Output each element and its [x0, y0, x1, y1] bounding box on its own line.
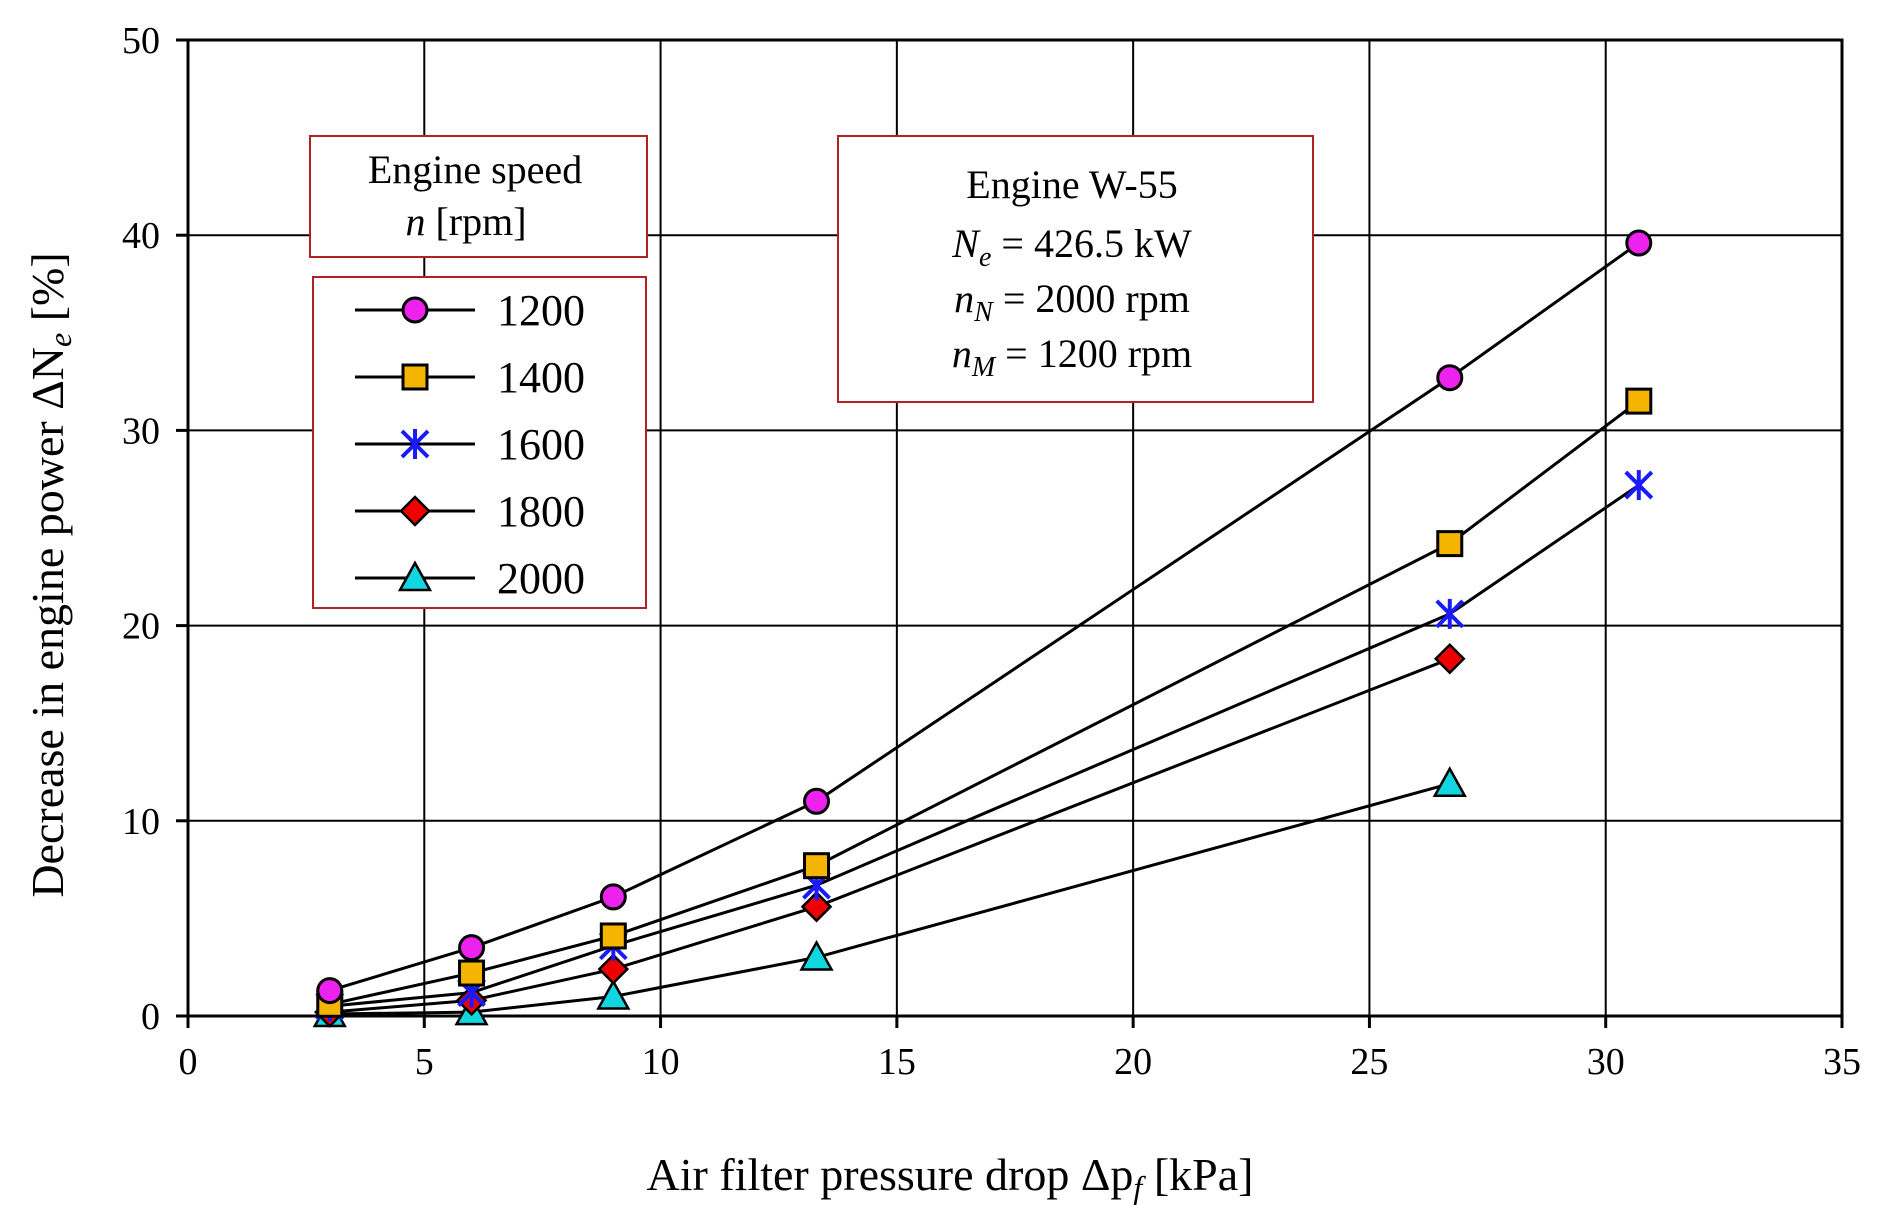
legend-marker-1200 [401, 296, 429, 324]
y-tick-label: 10 [122, 801, 160, 843]
data-point-1200 [1625, 229, 1653, 257]
legend-label: 2000 [497, 554, 585, 603]
legend-items: 1200 1400 1600 1800 2000 [355, 286, 585, 603]
plot-series [312, 229, 1654, 1028]
legend-marker-2000 [397, 560, 433, 592]
data-point-2000 [596, 978, 631, 1010]
engine-info-line2: Ne = 426.5 kW [951, 221, 1192, 273]
x-tick-label: 5 [415, 1041, 434, 1083]
data-point-1400 [458, 959, 486, 987]
legend-item-1400: 1400 [355, 353, 585, 402]
axes [176, 38, 1844, 1028]
y-tick-label: 30 [122, 410, 160, 452]
engine-info-line4: nM = 1200 rpm [952, 331, 1192, 383]
legend-item-1200: 1200 [355, 286, 585, 335]
engine-info-line1: Engine W-55 [966, 162, 1177, 207]
x-tick-label: 20 [1114, 1041, 1152, 1083]
data-point-1600 [1624, 470, 1654, 501]
data-point-1400 [599, 922, 627, 950]
x-axis-title: Air filter pressure drop Δpf [kPa] [647, 1149, 1254, 1205]
data-point-1200 [458, 934, 486, 962]
y-tick-label: 0 [141, 996, 160, 1038]
series-line-1200 [329, 241, 1640, 993]
legend-label: 1200 [497, 286, 585, 335]
data-point-1200 [1436, 364, 1464, 392]
data-point-1800 [597, 953, 630, 985]
x-tick-label: 15 [878, 1041, 916, 1083]
legend-marker-1600 [400, 429, 430, 459]
legend-title-unit: n [rpm] [405, 199, 526, 244]
x-tick-label: 35 [1823, 1041, 1861, 1083]
legend-label: 1800 [497, 487, 585, 536]
legend-item-1600: 1600 [355, 420, 585, 469]
legend-marker-1800 [399, 495, 431, 527]
series-line-1400 [329, 399, 1640, 1006]
y-tick-label: 20 [122, 606, 160, 648]
plot-frame [186, 38, 1844, 1018]
tick-labels: 0 10 20 30 40 50 0 5 10 15 20 25 30 35 [122, 20, 1861, 1083]
legend: 1200 1400 1600 1800 2000 [312, 276, 647, 609]
data-point-1400 [1625, 387, 1653, 415]
legend-item-1800: 1800 [355, 487, 585, 536]
y-axis-title: Decrease in engine power ΔNe [%] [22, 252, 78, 897]
legend-marker-1400 [401, 363, 429, 391]
x-tick-label: 10 [642, 1041, 680, 1083]
series-line-1600 [329, 483, 1640, 1008]
data-point-1400 [803, 852, 831, 880]
legend-title: Engine speed [368, 147, 582, 192]
data-point-1800 [1433, 643, 1466, 675]
engine-info-box: Engine W-55 Ne = 426.5 kW nN = 2000 rpm … [837, 135, 1314, 403]
legend-item-2000: 2000 [355, 554, 585, 603]
series-line-1800 [329, 657, 1451, 1014]
data-point-2000 [1432, 766, 1467, 797]
data-point-1400 [1436, 530, 1464, 558]
legend-label: 1400 [497, 353, 585, 402]
legend-title-box: Engine speed n [rpm] [309, 135, 648, 258]
series-line-2000 [329, 782, 1451, 1016]
data-point-2000 [799, 939, 834, 971]
data-point-1200 [599, 883, 627, 911]
data-point-1200 [316, 977, 344, 1005]
x-tick-label: 0 [179, 1041, 198, 1083]
y-tick-label: 50 [122, 20, 160, 62]
legend-label: 1600 [497, 420, 585, 469]
x-tick-label: 25 [1350, 1041, 1388, 1083]
data-point-1200 [803, 787, 831, 815]
engine-info-line3: nN = 2000 rpm [954, 276, 1190, 328]
data-point-1600 [1435, 598, 1465, 629]
data-point-1800 [800, 890, 833, 923]
y-tick-label: 40 [122, 215, 160, 257]
x-tick-label: 30 [1587, 1041, 1625, 1083]
